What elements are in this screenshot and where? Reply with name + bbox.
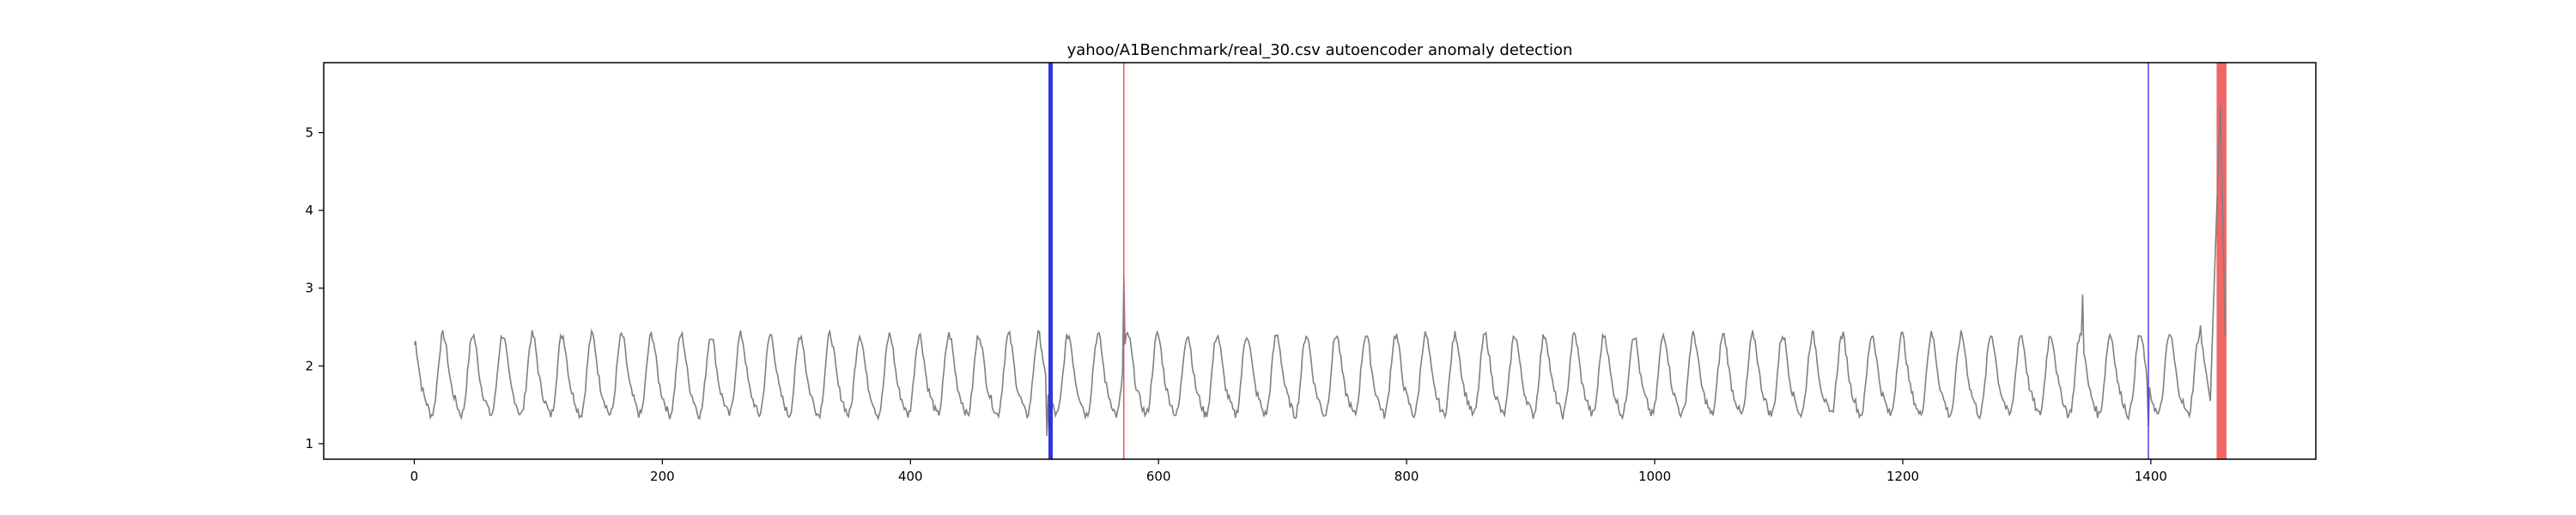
x-tick-label: 1000 bbox=[1638, 469, 1671, 484]
x-tick-label: 0 bbox=[410, 469, 419, 484]
chart-title: yahoo/A1Benchmark/real_30.csv autoencode… bbox=[1067, 41, 1573, 59]
x-tick-label: 1200 bbox=[1886, 469, 1919, 484]
x-tick-label: 200 bbox=[650, 469, 675, 484]
x-tick-label: 400 bbox=[898, 469, 923, 484]
x-tick-label: 600 bbox=[1146, 469, 1171, 484]
plot-frame bbox=[323, 62, 2317, 460]
x-axis: 0 200 400 600 800 1000 1200 1400 bbox=[410, 459, 2167, 484]
x-tick-label: 800 bbox=[1394, 469, 1419, 484]
y-tick-label: 5 bbox=[305, 125, 313, 141]
series-line bbox=[413, 105, 2227, 443]
anomaly-span-0 bbox=[2216, 63, 2227, 459]
x-tick-label: 1400 bbox=[2135, 469, 2167, 484]
plot-area bbox=[413, 63, 2227, 459]
y-axis: 1 2 3 4 5 bbox=[305, 125, 324, 451]
y-tick-label: 3 bbox=[305, 281, 313, 296]
y-tick-label: 1 bbox=[305, 436, 313, 451]
y-tick-label: 4 bbox=[305, 203, 313, 218]
y-tick-label: 2 bbox=[305, 358, 313, 373]
